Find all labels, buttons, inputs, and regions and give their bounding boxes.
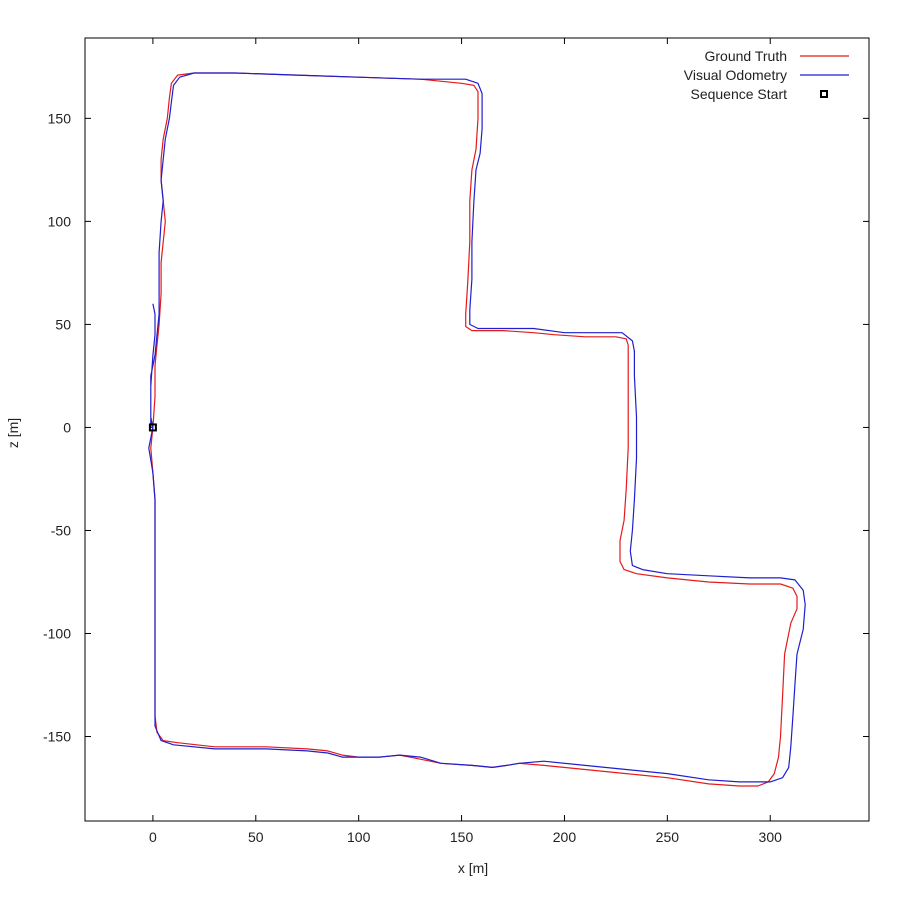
y-tick-label: 100 (48, 213, 72, 229)
series-line-visual-odometry (148, 72, 806, 783)
plot-frame (84, 37, 870, 822)
x-tick-label: 150 (450, 829, 474, 845)
y-tick-label: -150 (43, 729, 71, 745)
y-axis: 150 100 50 0 -50 -100 -150 (43, 110, 869, 745)
y-tick-label: -100 (43, 625, 71, 641)
y-tick-label: 0 (63, 419, 71, 435)
legend-swatch (820, 90, 828, 98)
legend: Ground Truth Visual Odometry Sequence Star… (684, 48, 849, 102)
y-tick-label: 150 (48, 110, 72, 126)
y-tick-label: -50 (51, 522, 71, 538)
x-tick-label: 50 (248, 829, 264, 845)
sequence-start-marker (148, 423, 157, 432)
x-tick-label: 0 (149, 829, 157, 845)
x-tick-label: 100 (347, 829, 371, 845)
x-axis: 0 50 100 150 200 250 300 (149, 38, 782, 845)
legend-label: Visual Odometry (684, 67, 787, 83)
x-tick-label: 200 (553, 829, 577, 845)
x-tick-label: 250 (656, 829, 680, 845)
y-tick-label: 50 (55, 316, 71, 332)
legend-label: Sequence Start (690, 86, 787, 102)
x-tick-label: 300 (759, 829, 783, 845)
y-axis-label: z [m] (5, 418, 21, 448)
legend-label: Ground Truth (705, 48, 788, 64)
x-axis-label: x [m] (458, 860, 488, 876)
series-layer (148, 72, 806, 787)
